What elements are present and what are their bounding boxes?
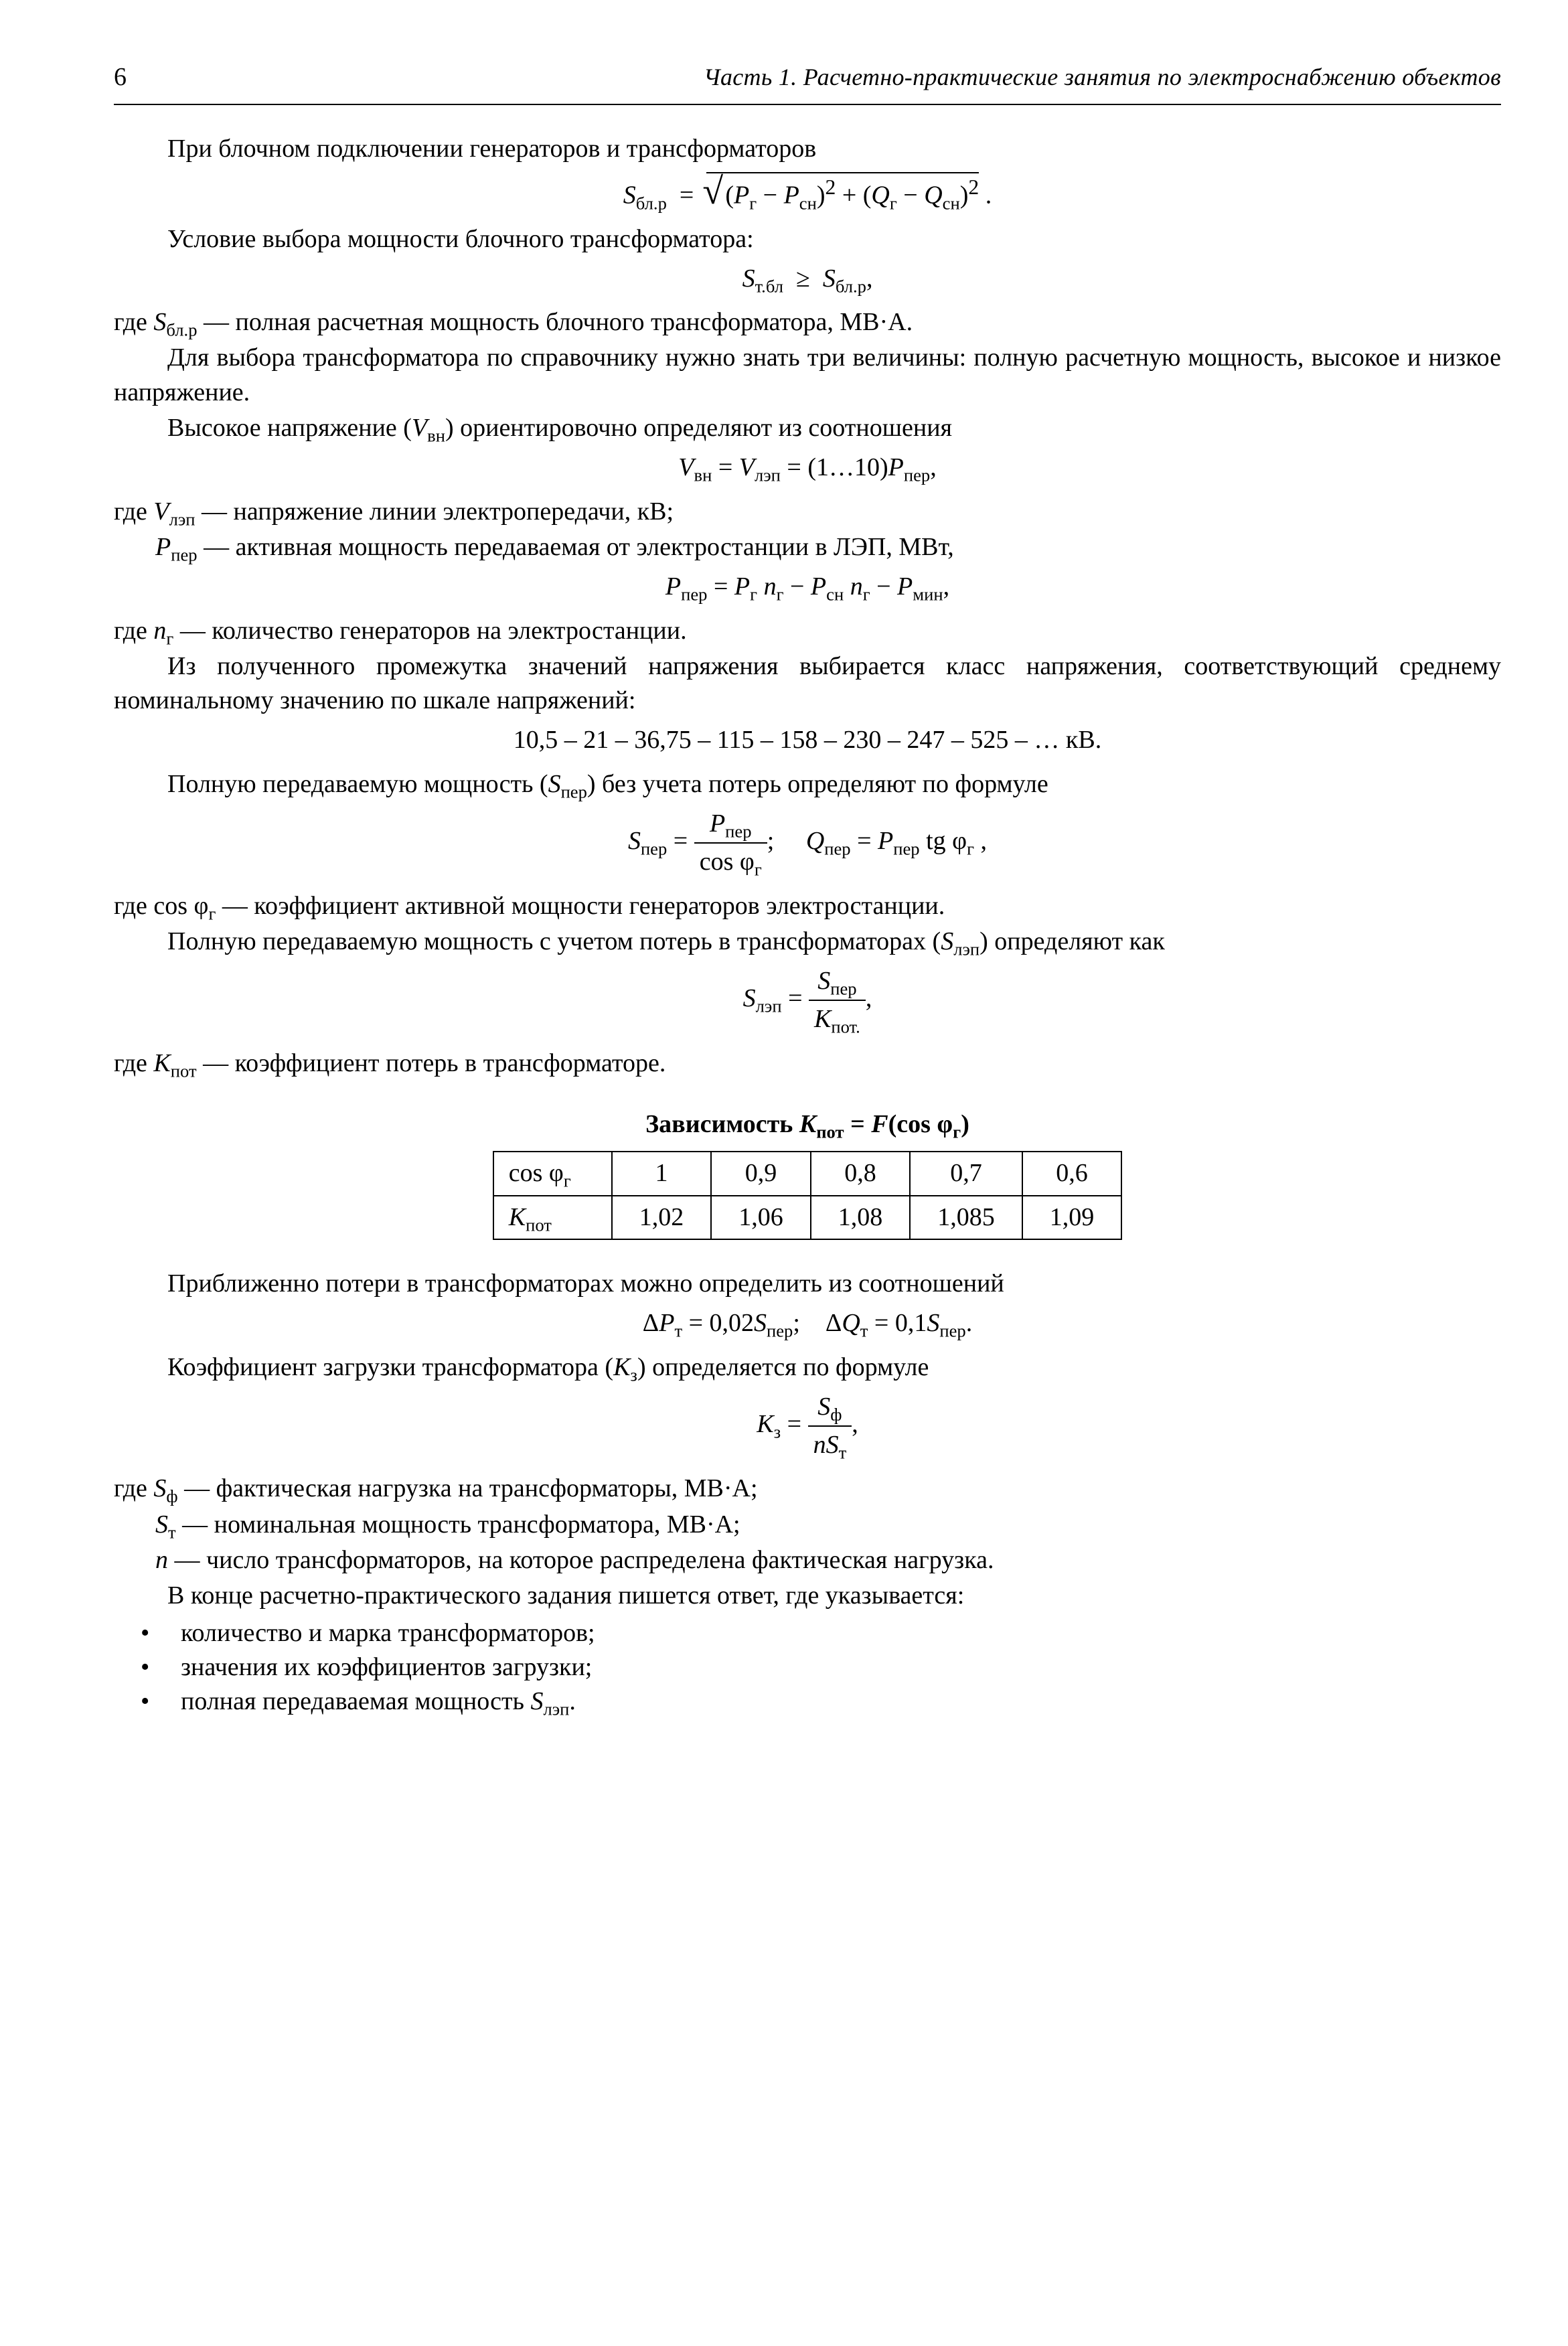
- equation-voltagescale: 10,5 – 21 – 36,75 – 115 – 158 – 230 – 24…: [114, 723, 1501, 757]
- where-line: где cos φг — коэффициент активной мощнос…: [114, 889, 1501, 923]
- paragraph: Приближенно потери в трансформаторах мож…: [114, 1267, 1501, 1301]
- paragraph: При блочном подключении генераторов и тр…: [114, 132, 1501, 166]
- paragraph: В конце расчетно-практического задания п…: [114, 1579, 1501, 1613]
- where-line: n — число трансформаторов, на которое ра…: [114, 1543, 1501, 1577]
- answer-bullets: количество и марка трансформаторов; знач…: [141, 1616, 1501, 1719]
- equation-cond: Sт.бл ≥ Sбл.р,: [114, 262, 1501, 296]
- list-item: значения их коэффициентов загрузки;: [141, 1650, 1501, 1685]
- table-row-label: cos φг: [493, 1152, 612, 1195]
- table-row-label: Kпот: [493, 1196, 612, 1239]
- where-line: где nг — количество генераторов на элект…: [114, 614, 1501, 648]
- list-item: полная передаваемая мощность Sлэп.: [141, 1685, 1501, 1719]
- where-line: где Sф — фактическая нагрузка на трансфо…: [114, 1472, 1501, 1506]
- running-title: Часть 1. Расчетно-практические занятия п…: [174, 61, 1501, 94]
- equation-deltas: ΔPт = 0,02Sпер; ΔQт = 0,1Sпер.: [114, 1306, 1501, 1340]
- paragraph: Условие выбора мощности блочного трансфо…: [114, 222, 1501, 256]
- paragraph: Для выбора трансформатора по справочнику…: [114, 341, 1501, 410]
- list-item: количество и марка трансформаторов;: [141, 1616, 1501, 1650]
- where-line: где Kпот — коэффициент потерь в трансфор…: [114, 1046, 1501, 1081]
- where-line: где Sбл.р — полная расчетная мощность бл…: [114, 305, 1501, 339]
- where-line: Pпер — активная мощность передаваемая от…: [114, 530, 1501, 564]
- equation-vvn: Vвн = Vлэп = (1…10)Pпер,: [114, 451, 1501, 485]
- equation-sper-qper: Sпер = Pпер cos φг ; Qпер = Pпер tg φг ,: [114, 807, 1501, 880]
- equation-pper: Pпер = Pг nг − Pсн nг − Pмин,: [114, 570, 1501, 604]
- paragraph: Полную передаваемую мощность с учетом по…: [114, 925, 1501, 959]
- paragraph: Из полученного промежутка значений напря…: [114, 649, 1501, 718]
- page-number: 6: [114, 60, 174, 94]
- where-line: Sт — номинальная мощность трансформатора…: [114, 1508, 1501, 1542]
- equation-sblr: Sбл.р = (Pг − Pсн)2 + (Qг − Qсн)2 .: [114, 172, 1501, 213]
- paragraph: Высокое напряжение (Vвн) ориентировочно …: [114, 411, 1501, 445]
- table-row: Kпот 1,02 1,06 1,08 1,085 1,09: [493, 1196, 1122, 1239]
- paragraph: Полную передаваемую мощность (Sпер) без …: [114, 767, 1501, 801]
- equation-kz: Kз = Sф nSт ,: [114, 1390, 1501, 1463]
- running-header: 6 Часть 1. Расчетно-практические занятия…: [114, 60, 1501, 105]
- kpot-table: cos φг 1 0,9 0,8 0,7 0,6 Kпот 1,02 1,06 …: [493, 1151, 1123, 1240]
- paragraph: Коэффициент загрузки трансформатора (Kз)…: [114, 1350, 1501, 1385]
- table-title: Зависимость Kпот = F(cos φг): [114, 1107, 1501, 1142]
- equation-slep: Sлэп = Sпер Kпот. ,: [114, 964, 1501, 1037]
- table-row: cos φг 1 0,9 0,8 0,7 0,6: [493, 1152, 1122, 1195]
- where-line: где Vлэп — напряжение линии электроперед…: [114, 495, 1501, 529]
